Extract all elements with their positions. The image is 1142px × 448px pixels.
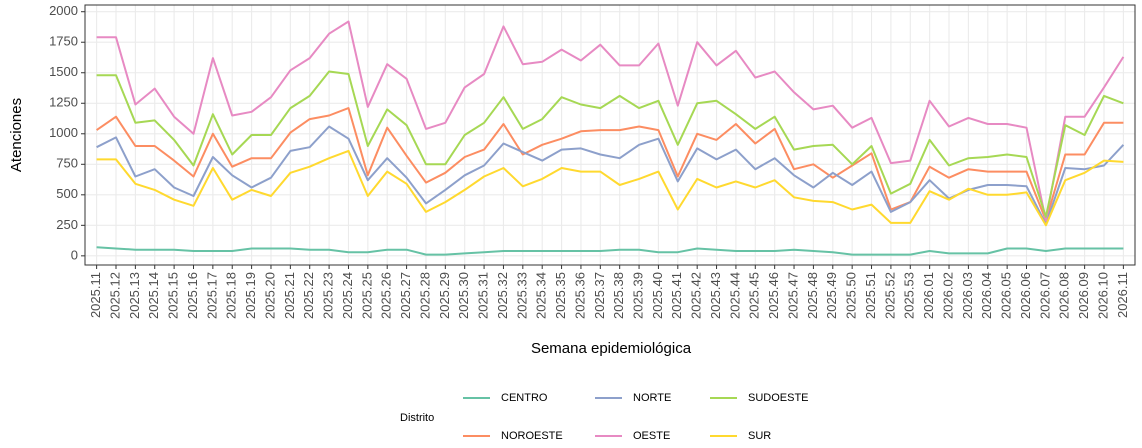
x-tick-label: 2025.12: [107, 272, 122, 319]
x-tick-label: 2025.38: [611, 272, 626, 319]
series-line: [96, 246, 1124, 256]
x-tick-label: 2025.46: [766, 272, 781, 319]
x-tick-label: 2025.26: [379, 272, 394, 319]
series-line: [96, 70, 1124, 218]
plot-panel: [85, 5, 1135, 265]
legend-label: CENTRO: [501, 392, 548, 404]
x-tick-label: 2025.49: [824, 272, 839, 319]
x-tick-label: 2025.17: [204, 272, 219, 319]
x-tick-label: 2025.40: [650, 272, 665, 319]
series-line: [96, 149, 1124, 227]
y-tick-label: 1250: [49, 95, 78, 110]
y-tick-label: 1750: [49, 34, 78, 49]
x-tick-label: 2025.39: [630, 272, 645, 319]
y-tick-label: 250: [56, 217, 78, 232]
x-tick-label: 2025.28: [417, 272, 432, 319]
x-tick-label: 2025.30: [456, 272, 471, 319]
x-tick-label: 2026.01: [921, 272, 936, 319]
x-tick-label: 2026.05: [999, 272, 1014, 319]
x-tick-label: 2025.51: [863, 272, 878, 319]
x-tick-label: 2025.48: [805, 272, 820, 319]
x-tick-label: 2026.09: [1076, 272, 1091, 319]
x-tick-label: 2026.11: [1115, 272, 1130, 318]
y-axis-title: Atenciones: [8, 98, 25, 172]
x-tick-label: 2025.32: [495, 272, 510, 319]
x-tick-label: 2025.29: [437, 272, 452, 319]
x-tick-label: 2025.22: [301, 272, 316, 319]
x-tick-label: 2026.10: [1095, 272, 1110, 319]
series-line: [96, 20, 1125, 222]
x-tick-label: 2025.24: [340, 272, 355, 319]
legend-label: NOROESTE: [501, 430, 563, 442]
series-line: [96, 107, 1124, 222]
x-tick-label: 2025.41: [669, 272, 684, 319]
x-tick-label: 2025.27: [398, 272, 413, 319]
x-axis-title: Semana epidemiológica: [531, 340, 692, 357]
x-tick-label: 2026.02: [940, 272, 955, 319]
x-tick-label: 2025.33: [514, 272, 529, 319]
x-tick-label: 2025.45: [747, 272, 762, 319]
x-tick-label: 2025.14: [146, 272, 161, 319]
x-tick-label: 2025.47: [785, 272, 800, 319]
x-tick-label: 2025.37: [592, 272, 607, 319]
panel-border: [84, 4, 1136, 266]
legend-label: SUDOESTE: [748, 392, 809, 404]
x-tick-label: 2025.42: [689, 272, 704, 319]
y-tick-label: 1500: [49, 64, 78, 79]
x-tick-label: 2025.35: [553, 272, 568, 319]
x-tick-label: 2026.06: [1018, 272, 1033, 319]
legend-label: SUR: [748, 430, 771, 442]
x-tick-label: 2026.03: [960, 272, 975, 319]
y-tick-label: 750: [56, 156, 78, 171]
x-tick-label: 2025.16: [185, 272, 200, 319]
x-tick-label: 2025.36: [572, 272, 587, 319]
x-tick-label: 2025.25: [359, 272, 374, 319]
y-tick-label: 2000: [49, 3, 78, 18]
x-tick-label: 2025.43: [708, 272, 723, 319]
x-tick-label: 2025.19: [243, 272, 258, 319]
x-tick-label: 2025.23: [321, 272, 336, 319]
x-tick-label: 2025.31: [476, 272, 491, 319]
x-tick-label: 2025.44: [727, 272, 742, 319]
x-tick-label: 2025.21: [282, 272, 297, 319]
x-tick-label: 2026.07: [1037, 272, 1052, 319]
y-tick-label: 500: [56, 186, 78, 201]
x-tick-label: 2025.15: [166, 272, 181, 319]
y-tick-label: 0: [71, 247, 78, 262]
x-tick-label: 2025.20: [262, 272, 277, 319]
x-tick-label: 2025.11: [88, 272, 103, 318]
x-tick-label: 2025.52: [882, 272, 897, 319]
x-tick-label: 2026.04: [979, 272, 994, 319]
x-tick-label: 2025.50: [844, 272, 859, 319]
x-tick-label: 2025.13: [127, 272, 142, 319]
x-tick-label: 2025.34: [534, 272, 549, 319]
legend-label: NORTE: [633, 392, 671, 404]
y-tick-label: 1000: [49, 125, 78, 140]
legend-label: OESTE: [633, 430, 670, 442]
legend-title: Distrito: [400, 412, 434, 424]
x-tick-label: 2025.18: [224, 272, 239, 319]
x-tick-label: 2026.08: [1057, 272, 1072, 319]
x-tick-label: 2025.53: [902, 272, 917, 319]
